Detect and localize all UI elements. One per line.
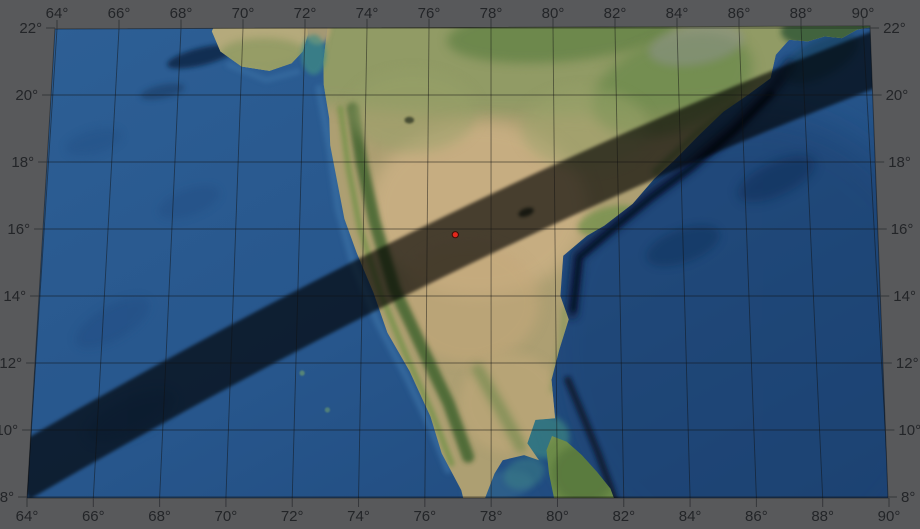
lon-label-bottom: 66° xyxy=(82,508,105,525)
lat-label-left: 20° xyxy=(15,87,38,104)
lat-label-right: 22° xyxy=(883,20,906,37)
lat-label-left: 14° xyxy=(3,288,26,305)
arabian-texture-2 xyxy=(158,185,220,219)
lon-label-bottom: 70° xyxy=(215,508,238,525)
lon-label-top: 72° xyxy=(294,5,317,22)
lat-label-left: 12° xyxy=(0,355,22,372)
lon-label-top: 82° xyxy=(604,5,627,22)
lakshadweep-2 xyxy=(324,407,330,413)
tamil-green-slope xyxy=(472,363,527,453)
lon-label-bottom: 80° xyxy=(546,508,569,525)
meridian-line xyxy=(159,28,182,498)
lon-label-top: 64° xyxy=(46,5,69,22)
lat-label-right: 14° xyxy=(893,288,916,305)
meridian-line xyxy=(424,27,430,498)
meridian-line xyxy=(27,28,58,498)
arabian-texture-4 xyxy=(65,128,122,156)
map-border xyxy=(26,25,889,499)
lon-label-top: 84° xyxy=(666,5,689,22)
lat-label-right: 20° xyxy=(886,87,909,104)
meridian-line xyxy=(862,26,888,498)
eclipse-maximum-marker xyxy=(451,231,459,239)
lon-label-top: 68° xyxy=(170,5,193,22)
lon-label-top: 90° xyxy=(852,5,875,22)
lon-label-top: 88° xyxy=(790,5,813,22)
graticule xyxy=(27,26,888,498)
lon-label-top: 66° xyxy=(108,5,131,22)
axis-labels: 64° 64° 66° 66° 68° 68° 70° 70° 72° 72° 74° 74° 76° 7… xyxy=(0,5,920,525)
lon-label-top: 78° xyxy=(480,5,503,22)
bay-texture-2 xyxy=(737,155,815,203)
deep-streak-2 xyxy=(140,83,185,100)
saurashtra-deep-streak xyxy=(167,44,236,69)
khambhat-teal xyxy=(301,34,326,75)
arabian-texture-1 xyxy=(75,297,150,349)
meridian-line xyxy=(614,26,625,498)
small-lake xyxy=(404,116,415,124)
lat-label-right: 12° xyxy=(896,355,919,372)
lat-label-left: 16° xyxy=(7,221,30,238)
lakshadweep-1 xyxy=(299,370,305,376)
lon-label-bottom: 72° xyxy=(281,508,304,525)
lon-label-bottom: 86° xyxy=(745,508,768,525)
meridian-line xyxy=(738,26,757,498)
lon-label-bottom: 84° xyxy=(679,508,702,525)
lon-label-top: 80° xyxy=(542,5,565,22)
axis-ticks xyxy=(18,17,897,507)
lat-label-left: 18° xyxy=(11,154,34,171)
lon-label-bottom: 90° xyxy=(878,508,901,525)
lon-label-bottom: 88° xyxy=(811,508,834,525)
lon-label-top: 70° xyxy=(232,5,255,22)
lanka-trench xyxy=(564,376,620,498)
eclipse-shadow-band xyxy=(27,29,888,498)
olive-noise-1 xyxy=(348,71,477,152)
lat-label-right: 18° xyxy=(888,154,911,171)
meridian-line xyxy=(676,26,691,498)
meridian-line xyxy=(552,27,558,498)
central-forest xyxy=(447,26,678,64)
lat-label-left: 10° xyxy=(0,422,18,439)
lon-label-bottom: 82° xyxy=(612,508,635,525)
lat-label-right: 8° xyxy=(901,489,915,506)
lon-label-bottom: 76° xyxy=(413,508,436,525)
lat-label-left: 22° xyxy=(19,20,42,37)
lon-label-bottom: 64° xyxy=(16,508,39,525)
meridian-line xyxy=(225,28,244,498)
lat-label-right: 10° xyxy=(898,422,920,439)
lon-label-bottom: 78° xyxy=(480,508,503,525)
lon-label-bottom: 68° xyxy=(148,508,171,525)
mannar-shallow xyxy=(503,457,545,490)
lat-label-right: 16° xyxy=(891,221,914,238)
lat-label-left: 8° xyxy=(0,489,14,506)
lon-label-top: 76° xyxy=(418,5,441,22)
ne-gray-smudge xyxy=(648,26,744,67)
meridian-line xyxy=(92,28,120,498)
lon-label-bottom: 74° xyxy=(347,508,370,525)
meridian-line xyxy=(291,28,306,498)
lon-label-top: 74° xyxy=(356,5,379,22)
meridian-line xyxy=(358,27,368,498)
lon-label-top: 86° xyxy=(728,5,751,22)
meridian-line xyxy=(800,26,824,498)
